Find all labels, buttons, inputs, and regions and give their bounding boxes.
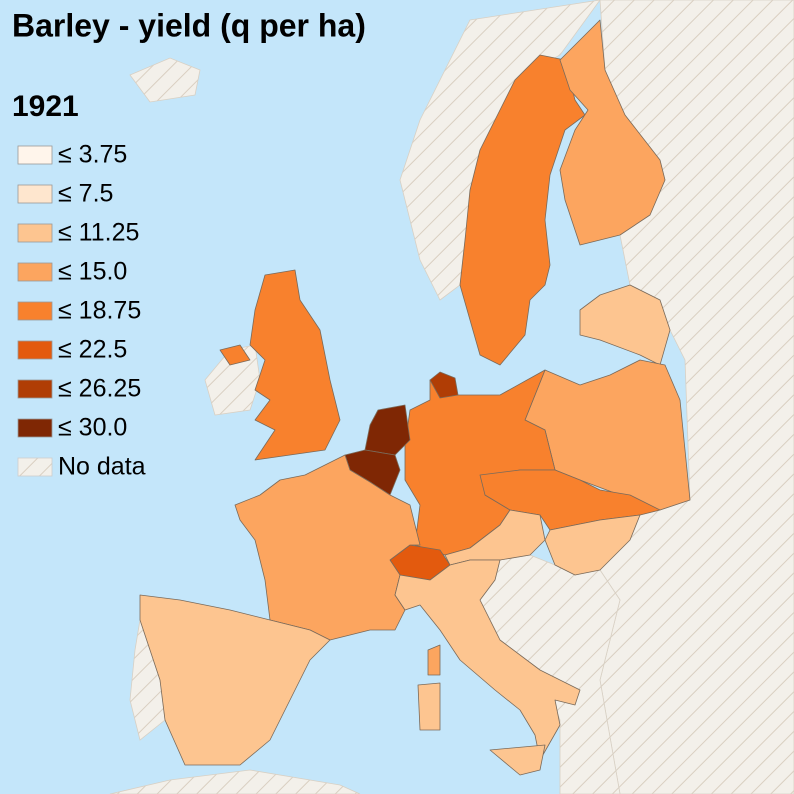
region: [559, 19, 666, 246]
legend-swatch: [17, 418, 53, 438]
region: [427, 644, 441, 676]
region: [544, 514, 641, 576]
region: [429, 371, 459, 399]
year-label: 1921: [12, 90, 79, 123]
region: [139, 594, 331, 766]
legend-swatch: [17, 379, 53, 399]
legend-label: ≤ 18.75: [58, 297, 141, 325]
legend-label: ≤ 30.0: [58, 414, 127, 442]
legend-label: ≤ 15.0: [58, 258, 127, 286]
legend-swatch: [17, 223, 53, 243]
legend-label: ≤ 11.25: [58, 219, 139, 247]
legend-label: ≤ 22.5: [58, 336, 127, 364]
legend-swatch: [17, 457, 53, 477]
legend-swatch: [17, 262, 53, 282]
region: [417, 682, 441, 731]
region: [249, 269, 341, 461]
legend: ≤ 3.75 ≤ 7.5 ≤ 11.25 ≤ 15.0 ≤ 18.75 ≤ 22.5 ≤ 2…: [17, 141, 146, 481]
map-title: Barley - yield (q per ha): [12, 7, 366, 43]
no-data-land: [109, 0, 794, 794]
region: [579, 284, 671, 366]
region: [489, 744, 546, 776]
legend-label: No data: [58, 453, 146, 481]
legend-label: ≤ 7.5: [58, 180, 113, 208]
legend-swatch: [17, 145, 53, 165]
legend-swatch: [17, 340, 53, 360]
regions: [139, 19, 691, 776]
legend-swatch: [17, 301, 53, 321]
region: [219, 344, 251, 366]
legend-swatch: [17, 184, 53, 204]
legend-label: ≤ 3.75: [58, 141, 127, 169]
legend-label: ≤ 26.25: [58, 375, 141, 403]
region: [394, 559, 581, 761]
region: [459, 54, 586, 366]
